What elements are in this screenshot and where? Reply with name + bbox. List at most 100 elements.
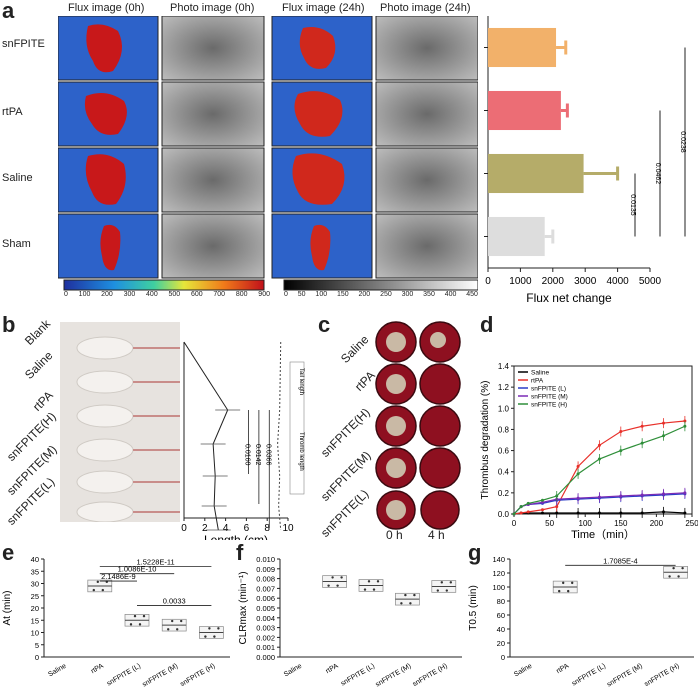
e-ylabel: At (min) bbox=[2, 591, 13, 626]
c-time-0h: 0 h bbox=[386, 528, 403, 542]
f-ytick-label: 0.000 bbox=[256, 653, 275, 662]
b-xtick-label: 8 bbox=[264, 523, 270, 534]
d-xtick-label: 150 bbox=[614, 519, 628, 528]
d-point bbox=[519, 511, 523, 515]
e-ytick-label: 0 bbox=[35, 653, 39, 662]
row-label-rtpa: rtPA bbox=[2, 106, 23, 118]
g-point bbox=[558, 589, 561, 593]
g-ytick-label: 120 bbox=[492, 569, 505, 578]
b-legend-tail: Tail length bbox=[298, 368, 304, 395]
row-saline-images bbox=[58, 147, 478, 213]
f-point bbox=[440, 581, 443, 584]
d-frame bbox=[513, 365, 693, 515]
d-legend-label: snFPITE (H) bbox=[531, 402, 567, 409]
e-sig-label: 2.1486E-9 bbox=[101, 572, 136, 581]
e-point bbox=[217, 627, 220, 630]
b-sig-label: 0.0142 bbox=[254, 444, 261, 466]
g-xtick-label: snFPITE (H) bbox=[643, 663, 680, 689]
e-point bbox=[180, 619, 183, 623]
d-point bbox=[540, 500, 544, 504]
d-point bbox=[540, 498, 544, 502]
d-ytick-label: 0.6 bbox=[498, 447, 510, 456]
e-ytick-label: 10 bbox=[31, 629, 39, 638]
colorbar-flux-ticks: 0 100 200 300 400 500 600 700 800 900 bbox=[64, 291, 270, 298]
e-point bbox=[101, 588, 105, 592]
d-legend-label: Saline bbox=[531, 370, 549, 377]
f-xtick-label: snFPITE (L) bbox=[340, 663, 376, 688]
d-ylabel: Thrombus degradation (%) bbox=[480, 381, 491, 500]
g-point bbox=[681, 566, 684, 570]
row-label-snfpite: snFPITE bbox=[2, 38, 45, 50]
e-ytick-label: 35 bbox=[31, 567, 39, 576]
g-ytick-label: 60 bbox=[497, 611, 505, 620]
g-xtick-label: snFPITE (L) bbox=[571, 663, 607, 688]
f-point bbox=[449, 581, 452, 584]
d-ytick-label: 0.2 bbox=[498, 489, 510, 498]
g-ytick-label: 40 bbox=[497, 625, 505, 634]
row-rtpa-images bbox=[58, 81, 478, 147]
a-sig-label: 0.0238 bbox=[679, 131, 686, 153]
d-ytick-label: 0.4 bbox=[498, 468, 510, 477]
f-point bbox=[436, 589, 439, 592]
c-lane-saline: Saline bbox=[338, 332, 372, 366]
f-point bbox=[336, 584, 339, 587]
b-legend-thromb: Thromb length bbox=[298, 432, 304, 471]
a-xtick-label: 3000 bbox=[574, 276, 597, 287]
e-sig-label: 1.5228E-11 bbox=[136, 557, 174, 566]
e-ytick-label: 20 bbox=[31, 604, 39, 613]
e-ytick-label: 15 bbox=[31, 616, 39, 625]
b-tail-line bbox=[277, 341, 282, 531]
b-xtick-label: 10 bbox=[282, 523, 294, 534]
d-point bbox=[512, 512, 516, 516]
a-sig-label: 0.0462 bbox=[654, 163, 661, 185]
g-point bbox=[672, 566, 675, 570]
e-sig-label: 1.0086E-10 bbox=[118, 565, 157, 574]
panel-label-f: f bbox=[236, 540, 244, 565]
f-point bbox=[367, 580, 371, 583]
d-point bbox=[540, 511, 544, 515]
d-xtick-label: 0 bbox=[512, 519, 517, 528]
a-xtick-label: 5000 bbox=[639, 276, 662, 287]
f-point bbox=[409, 602, 412, 605]
panel-d-degradation-chart: 0 50 100 150 200 250 0.0 0.2 0.4 0.6 0.8 1.0 1.2 1.4 T… bbox=[480, 362, 698, 540]
a-bar-rtpa bbox=[488, 90, 561, 131]
panel-label-a: a bbox=[2, 0, 15, 23]
d-ytick-label: 1.4 bbox=[498, 362, 510, 371]
g-ytick-label: 20 bbox=[497, 639, 505, 648]
g-xtick-label: Saline bbox=[513, 663, 533, 679]
panel-label-c: c bbox=[318, 312, 331, 337]
d-legend-label: rtPA bbox=[531, 378, 544, 385]
g-point bbox=[567, 589, 570, 593]
b-xtick-label: 4 bbox=[223, 523, 229, 534]
f-ytick-label: 0.001 bbox=[256, 643, 275, 652]
d-xtick-label: 200 bbox=[650, 519, 664, 528]
e-point bbox=[204, 635, 207, 638]
d-xtick-label: 100 bbox=[579, 519, 593, 528]
e-sig-label: 0.0033 bbox=[163, 597, 186, 606]
f-point bbox=[327, 584, 330, 587]
a-bar-saline bbox=[488, 153, 584, 194]
d-ytick-label: 1.0 bbox=[498, 404, 510, 413]
header-flux-24h: Flux image (24h) bbox=[282, 2, 365, 14]
e-point bbox=[129, 623, 133, 626]
a-bar-snfpite bbox=[488, 27, 557, 68]
f-xtick-label: snFPITE (M) bbox=[375, 663, 413, 689]
d-point bbox=[526, 510, 530, 514]
header-flux-0h: Flux image (0h) bbox=[68, 2, 145, 14]
b-sig-label: 0.0160 bbox=[243, 444, 250, 466]
f-xtick-label: Saline bbox=[283, 663, 303, 679]
g-ytick-label: 80 bbox=[497, 597, 505, 606]
row-sham-images bbox=[58, 213, 478, 279]
e-point bbox=[138, 623, 142, 626]
g-ytick-label: 140 bbox=[492, 555, 505, 564]
lane-blank: Blank bbox=[22, 316, 54, 348]
f-ytick-label: 0.005 bbox=[256, 604, 275, 613]
e-xtick-label: snFPITE (M) bbox=[141, 663, 179, 689]
g-point bbox=[571, 581, 574, 585]
colorbar-flux bbox=[63, 279, 265, 291]
g-point bbox=[562, 581, 565, 585]
a-xtick-label: 0 bbox=[485, 276, 491, 287]
e-ytick-label: 30 bbox=[31, 580, 39, 589]
e-point bbox=[213, 635, 216, 638]
